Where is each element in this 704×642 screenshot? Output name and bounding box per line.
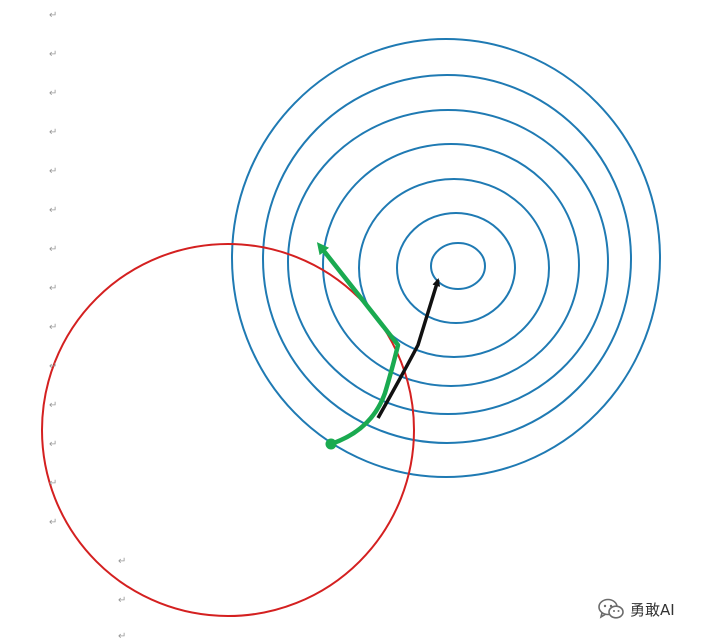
contour-rings xyxy=(231,38,661,478)
paragraph-mark: ↵ xyxy=(49,205,58,216)
contour-ring-3 xyxy=(358,178,550,358)
paragraph-mark: ↵ xyxy=(49,10,58,21)
contour-ring-2 xyxy=(396,212,516,324)
paragraph-mark: ↵ xyxy=(49,49,58,60)
contour-ring-5 xyxy=(287,109,609,415)
paragraph-mark: ↵ xyxy=(118,556,127,567)
watermark: 勇敢AI xyxy=(598,597,675,621)
watermark-text: 勇敢AI xyxy=(630,600,675,619)
paragraph-mark: ↵ xyxy=(49,478,58,489)
start-point xyxy=(325,438,337,450)
paragraph-mark: ↵ xyxy=(49,283,58,294)
paragraph-mark: ↵ xyxy=(118,631,127,642)
paragraph-mark: ↵ xyxy=(118,595,127,606)
paragraph-mark: ↵ xyxy=(49,517,58,528)
paragraph-mark: ↵ xyxy=(49,88,58,99)
paragraph-mark: ↵ xyxy=(49,127,58,138)
paragraph-mark: ↵ xyxy=(49,400,58,411)
projected-path xyxy=(316,242,401,447)
paragraph-mark: ↵ xyxy=(49,322,58,333)
paragraph-mark: ↵ xyxy=(49,166,58,177)
contour-ring-4 xyxy=(322,143,580,387)
paragraph-mark: ↵ xyxy=(49,439,58,450)
wechat-icon xyxy=(598,598,624,619)
contour-ring-1 xyxy=(430,242,486,290)
paragraph-mark: ↵ xyxy=(49,361,58,372)
paragraph-mark: ↵ xyxy=(49,244,58,255)
constraint-circle xyxy=(41,243,415,617)
contour-ring-7 xyxy=(231,38,661,478)
gradient-arrow xyxy=(376,278,441,419)
contour-ring-6 xyxy=(262,74,632,444)
